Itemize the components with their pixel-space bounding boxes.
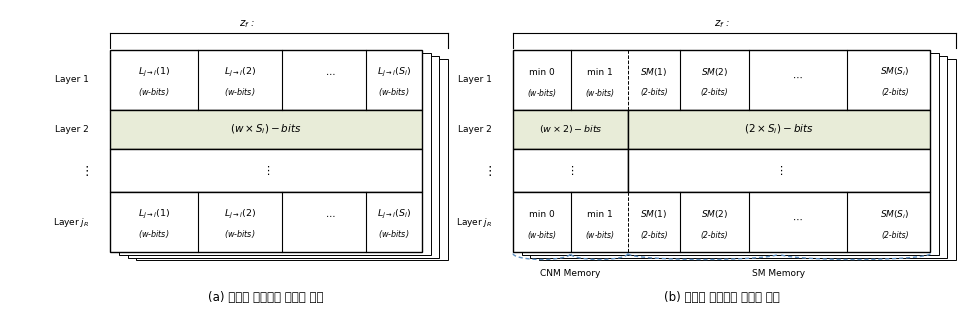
Text: Layer 1: Layer 1	[56, 75, 89, 85]
Text: (2-bits): (2-bits)	[881, 231, 908, 240]
Text: $L_{j\rightarrow i}(1)$: $L_{j\rightarrow i}(1)$	[138, 208, 170, 221]
Text: $\cdots$: $\cdots$	[792, 214, 803, 224]
Text: $\cdots$: $\cdots$	[792, 72, 803, 82]
Text: $SM(S_i)$: $SM(S_i)$	[880, 208, 909, 221]
Text: (2-bits): (2-bits)	[700, 231, 728, 240]
Text: $(2 \times S_i) - \mathit{bits}$: $(2 \times S_i) - \mathit{bits}$	[744, 122, 814, 136]
Text: $\cdots$: $\cdots$	[325, 210, 336, 219]
Text: SM Memory: SM Memory	[753, 269, 806, 278]
Text: ($w$-bits): ($w$-bits)	[138, 86, 170, 98]
Text: min 1: min 1	[587, 68, 613, 77]
Text: Layer $j_R$: Layer $j_R$	[53, 216, 89, 229]
Bar	[110, 50, 422, 110]
Text: min 0: min 0	[529, 68, 555, 77]
Text: $z_f$ :: $z_f$ :	[240, 18, 255, 30]
Text: (2-bits): (2-bits)	[640, 89, 667, 97]
Text: (a) 기존의 검사노드 메모리 구조: (a) 기존의 검사노드 메모리 구조	[208, 290, 324, 304]
Bar	[628, 149, 930, 192]
Text: ($w$-bits): ($w$-bits)	[138, 228, 170, 240]
Text: $L_{j\rightarrow i}(2)$: $L_{j\rightarrow i}(2)$	[223, 208, 256, 221]
Bar	[522, 53, 939, 255]
Text: $\vdots$: $\vdots$	[567, 164, 574, 177]
Text: $SM(1)$: $SM(1)$	[641, 208, 667, 220]
Bar	[513, 50, 930, 110]
Text: (2-bits): (2-bits)	[881, 89, 908, 97]
Text: ($w$-bits): ($w$-bits)	[585, 229, 615, 241]
Text: $(w \times S_i) - \mathit{bits}$: $(w \times S_i) - \mathit{bits}$	[230, 122, 302, 136]
Bar	[628, 110, 930, 149]
Bar	[110, 110, 422, 149]
Text: (2-bits): (2-bits)	[700, 89, 728, 97]
Text: $\cdots$: $\cdots$	[325, 68, 336, 77]
Bar	[530, 56, 947, 258]
Text: $\vdots$: $\vdots$	[262, 164, 270, 177]
Bar	[110, 149, 422, 192]
Text: $SM(2)$: $SM(2)$	[701, 208, 728, 220]
Text: ($w$-bits): ($w$-bits)	[585, 87, 615, 99]
Text: $L_{j\rightarrow i}(S_i)$: $L_{j\rightarrow i}(S_i)$	[377, 208, 411, 221]
Bar	[539, 59, 956, 260]
Text: ($w$-bits): ($w$-bits)	[527, 87, 557, 99]
Text: CNM Memory: CNM Memory	[540, 269, 600, 278]
Bar	[110, 192, 422, 252]
Text: ($w$-bits): ($w$-bits)	[223, 228, 255, 240]
Text: (b) 제안된 검사노드 메모리 구조: (b) 제안된 검사노드 메모리 구조	[664, 290, 780, 304]
Text: Layer $j_R$: Layer $j_R$	[456, 216, 492, 229]
Text: ($w$-bits): ($w$-bits)	[378, 86, 409, 98]
Text: Layer 1: Layer 1	[458, 75, 492, 85]
Text: $SM(S_i)$: $SM(S_i)$	[880, 66, 909, 78]
Bar	[513, 149, 628, 192]
Text: $(w \times 2) - \mathit{bits}$: $(w \times 2) - \mathit{bits}$	[539, 123, 602, 135]
Text: $\vdots$: $\vdots$	[775, 164, 784, 177]
Text: $\vdots$: $\vdots$	[81, 164, 89, 178]
Bar	[513, 192, 930, 252]
Text: $L_{j\rightarrow i}(S_i)$: $L_{j\rightarrow i}(S_i)$	[377, 65, 411, 79]
Text: $SM(2)$: $SM(2)$	[701, 66, 728, 78]
Text: (2-bits): (2-bits)	[640, 231, 667, 240]
Bar	[128, 56, 439, 258]
Bar	[119, 53, 431, 255]
Bar	[513, 110, 628, 149]
Text: $L_{j\rightarrow i}(2)$: $L_{j\rightarrow i}(2)$	[223, 65, 256, 79]
Text: $L_{j\rightarrow i}(1)$: $L_{j\rightarrow i}(1)$	[138, 65, 170, 79]
Text: ($w$-bits): ($w$-bits)	[378, 228, 409, 240]
Text: $\vdots$: $\vdots$	[483, 164, 492, 178]
Bar	[136, 59, 448, 260]
Text: $SM(1)$: $SM(1)$	[641, 66, 667, 78]
Text: $z_f$ :: $z_f$ :	[713, 18, 730, 30]
Text: ($w$-bits): ($w$-bits)	[223, 86, 255, 98]
Text: Layer 2: Layer 2	[458, 125, 492, 134]
Text: min 0: min 0	[529, 210, 555, 219]
Text: Layer 2: Layer 2	[56, 125, 89, 134]
Text: min 1: min 1	[587, 210, 613, 219]
Text: ($w$-bits): ($w$-bits)	[527, 229, 557, 241]
